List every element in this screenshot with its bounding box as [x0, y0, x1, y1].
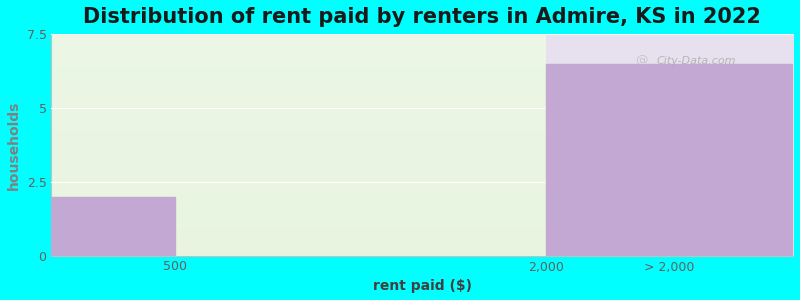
Y-axis label: households: households	[7, 100, 21, 190]
Text: @: @	[634, 54, 647, 67]
Title: Distribution of rent paid by renters in Admire, KS in 2022: Distribution of rent paid by renters in …	[83, 7, 761, 27]
Bar	[51, 196, 175, 256]
Text: City-Data.com: City-Data.com	[657, 56, 736, 66]
Bar	[546, 64, 793, 256]
X-axis label: rent paid ($): rent paid ($)	[373, 279, 472, 293]
